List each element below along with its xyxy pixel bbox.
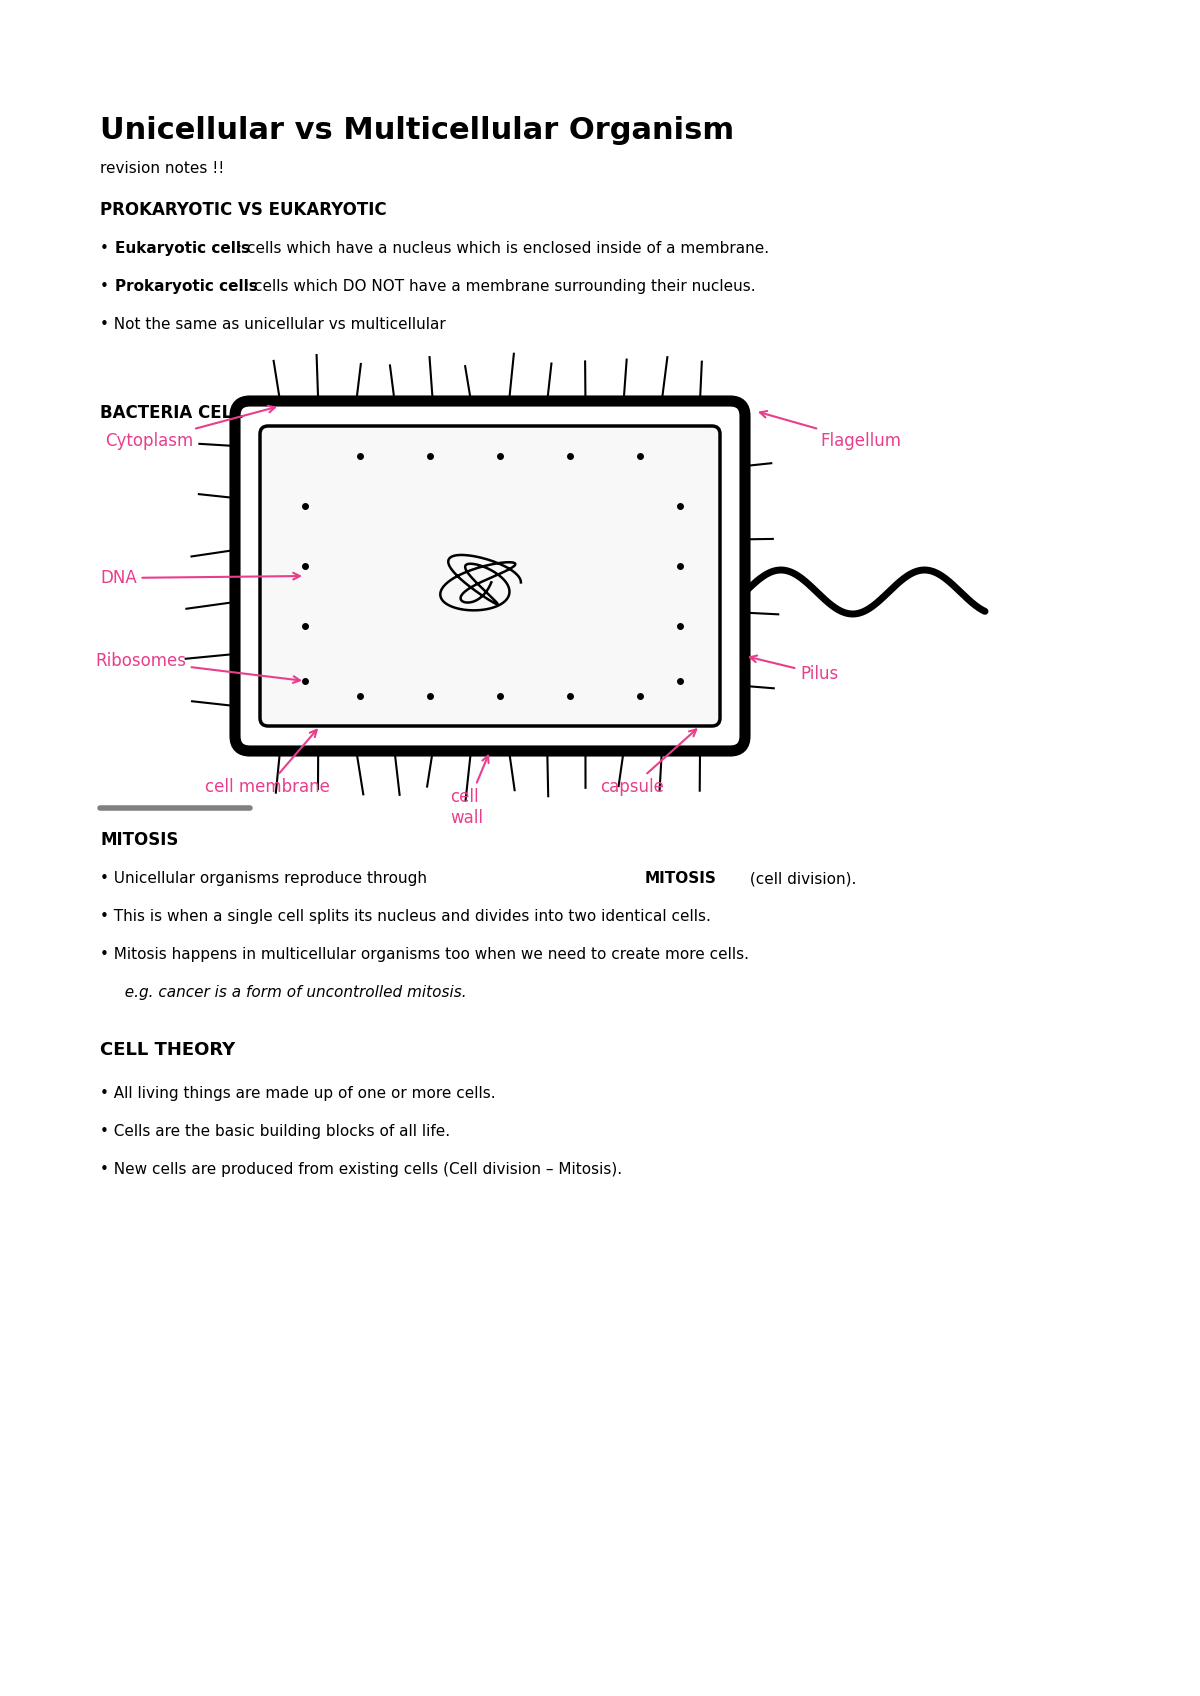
Text: : cells which have a nucleus which is enclosed inside of a membrane.: : cells which have a nucleus which is en… <box>236 241 769 256</box>
Text: Cytoplasm: Cytoplasm <box>106 405 275 449</box>
Text: • Not the same as unicellular vs multicellular: • Not the same as unicellular vs multice… <box>100 317 445 332</box>
Text: CELL THEORY: CELL THEORY <box>100 1041 235 1058</box>
Text: Unicellular vs Multicellular Organism: Unicellular vs Multicellular Organism <box>100 115 734 144</box>
Text: : cells which DO NOT have a membrane surrounding their nucleus.: : cells which DO NOT have a membrane sur… <box>245 280 756 293</box>
Text: • New cells are produced from existing cells (Cell division – Mitosis).: • New cells are produced from existing c… <box>100 1162 622 1177</box>
Text: Ribosomes: Ribosomes <box>95 651 300 683</box>
Text: • Mitosis happens in multicellular organisms too when we need to create more cel: • Mitosis happens in multicellular organ… <box>100 946 749 962</box>
Text: PROKARYOTIC VS EUKARYOTIC: PROKARYOTIC VS EUKARYOTIC <box>100 202 386 219</box>
Text: Prokaryotic cells: Prokaryotic cells <box>115 280 258 293</box>
Text: • Cells are the basic building blocks of all life.: • Cells are the basic building blocks of… <box>100 1124 450 1140</box>
FancyBboxPatch shape <box>260 426 720 726</box>
Text: DNA: DNA <box>100 568 300 587</box>
Text: • This is when a single cell splits its nucleus and divides into two identical c: • This is when a single cell splits its … <box>100 909 710 924</box>
Text: Pilus: Pilus <box>750 656 839 683</box>
Text: revision notes !!: revision notes !! <box>100 161 224 176</box>
Text: (cell division).: (cell division). <box>745 872 857 885</box>
Text: Eukaryotic cells: Eukaryotic cells <box>115 241 250 256</box>
FancyBboxPatch shape <box>235 400 745 751</box>
Text: •: • <box>100 280 114 293</box>
Text: MITOSIS: MITOSIS <box>100 831 179 850</box>
Text: capsule: capsule <box>600 729 696 795</box>
Text: cell membrane: cell membrane <box>205 729 330 795</box>
Text: e.g. cancer is a form of uncontrolled mitosis.: e.g. cancer is a form of uncontrolled mi… <box>115 985 467 1001</box>
Text: MITOSIS: MITOSIS <box>646 872 716 885</box>
Text: BACTERIA CELL: BACTERIA CELL <box>100 404 242 422</box>
Text: • All living things are made up of one or more cells.: • All living things are made up of one o… <box>100 1085 496 1101</box>
Text: •: • <box>100 241 114 256</box>
Text: cell
wall: cell wall <box>450 756 488 828</box>
Text: • Unicellular organisms reproduce through: • Unicellular organisms reproduce throug… <box>100 872 432 885</box>
Text: Flagellum: Flagellum <box>760 410 901 449</box>
